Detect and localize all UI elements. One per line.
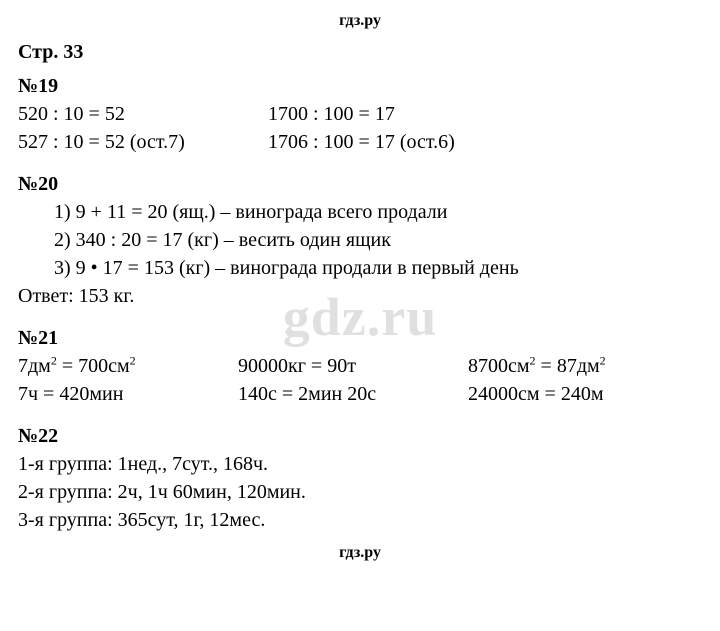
- page-label: Стр. 33: [18, 38, 702, 66]
- p21-r2-c: 24000см = 240м: [468, 380, 603, 408]
- p20-step-2: 2) 340 : 20 = 17 (кг) – весить один ящик: [18, 226, 702, 254]
- problem-19: №19 520 : 10 = 52 1700 : 100 = 17 527 : …: [18, 72, 702, 156]
- problem-19-row-1: 520 : 10 = 52 1700 : 100 = 17: [18, 100, 702, 128]
- problem-22: №22 1-я группа: 1нед., 7сут., 168ч. 2-я …: [18, 422, 702, 534]
- p20-step-3: 3) 9 • 17 = 153 (кг) – винограда продали…: [18, 254, 702, 282]
- problem-21: №21 7дм2 = 700см2 90000кг = 90т 8700см2 …: [18, 324, 702, 408]
- p19-r1-left: 520 : 10 = 52: [18, 100, 268, 128]
- p20-step-1: 1) 9 + 11 = 20 (ящ.) – винограда всего п…: [18, 198, 702, 226]
- p21-r1-c: 8700см2 = 87дм2: [468, 352, 606, 380]
- problem-21-row-1: 7дм2 = 700см2 90000кг = 90т 8700см2 = 87…: [18, 352, 702, 380]
- problem-21-row-2: 7ч = 420мин 140с = 2мин 20с 24000см = 24…: [18, 380, 702, 408]
- p21-r1-b: 90000кг = 90т: [238, 352, 468, 380]
- p21-r2-b: 140с = 2мин 20с: [238, 380, 468, 408]
- problem-20: №20 1) 9 + 11 = 20 (ящ.) – винограда все…: [18, 170, 702, 310]
- site-footer: гдз.ру: [18, 542, 702, 564]
- problem-22-label: №22: [18, 422, 702, 450]
- p19-r2-right: 1706 : 100 = 17 (ост.6): [268, 128, 455, 156]
- problem-19-row-2: 527 : 10 = 52 (ост.7) 1706 : 100 = 17 (о…: [18, 128, 702, 156]
- p22-line-3: 3-я группа: 365сут, 1г, 12мес.: [18, 506, 702, 534]
- site-header: гдз.ру: [18, 10, 702, 32]
- problem-19-label: №19: [18, 72, 702, 100]
- problem-20-label: №20: [18, 170, 702, 198]
- p22-line-2: 2-я группа: 2ч, 1ч 60мин, 120мин.: [18, 478, 702, 506]
- p22-line-1: 1-я группа: 1нед., 7сут., 168ч.: [18, 450, 702, 478]
- p21-r2-a: 7ч = 420мин: [18, 380, 238, 408]
- p19-r2-left: 527 : 10 = 52 (ост.7): [18, 128, 268, 156]
- p20-answer: Ответ: 153 кг.: [18, 282, 702, 310]
- p19-r1-right: 1700 : 100 = 17: [268, 100, 395, 128]
- problem-21-label: №21: [18, 324, 702, 352]
- p21-r1-a: 7дм2 = 700см2: [18, 352, 238, 380]
